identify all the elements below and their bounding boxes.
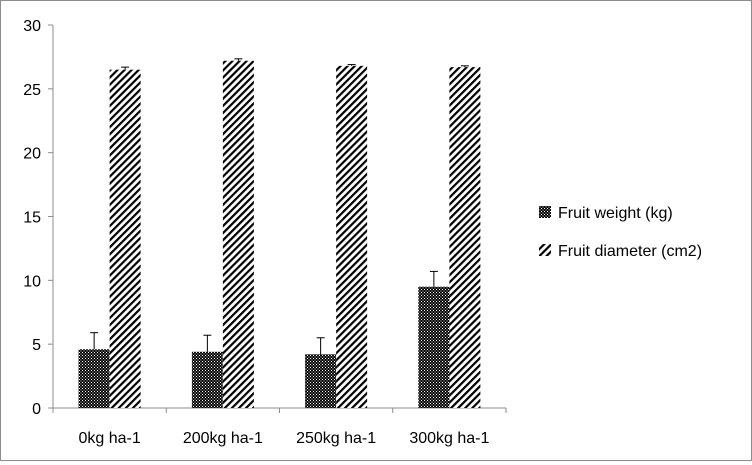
y-tick-label: 20 (23, 146, 41, 163)
bar-fruit-diameter (222, 60, 254, 408)
bar-fruit-weight (418, 286, 450, 408)
x-tick-label: 250kg ha-1 (296, 430, 376, 447)
y-tick-label: 5 (32, 337, 41, 354)
legend-swatch (539, 244, 551, 256)
legend-label: Fruit weight (kg) (558, 205, 673, 222)
bar-fruit-weight (305, 354, 337, 408)
y-tick-label: 0 (32, 401, 41, 418)
x-tick-label: 300kg ha-1 (409, 430, 489, 447)
legend-label: Fruit diameter (cm2) (558, 243, 702, 260)
x-tick-label: 0kg ha-1 (78, 430, 140, 447)
y-tick-label: 25 (23, 82, 41, 99)
y-tick-label: 15 (23, 210, 41, 227)
bar-fruit-weight (78, 349, 110, 408)
bars-layer (78, 60, 481, 408)
bar-fruit-weight (191, 351, 223, 408)
bar-fruit-diameter (109, 69, 141, 408)
bar-fruit-diameter (449, 67, 481, 408)
error-bars-layer (90, 58, 469, 355)
y-tick-label: 10 (23, 273, 41, 290)
legend-swatch (539, 206, 551, 218)
x-tick-label: 200kg ha-1 (183, 430, 263, 447)
legend: Fruit weight (kg) Fruit diameter (cm2) (539, 205, 702, 260)
y-tick-label: 30 (23, 18, 41, 35)
bar-fruit-diameter (336, 65, 368, 408)
